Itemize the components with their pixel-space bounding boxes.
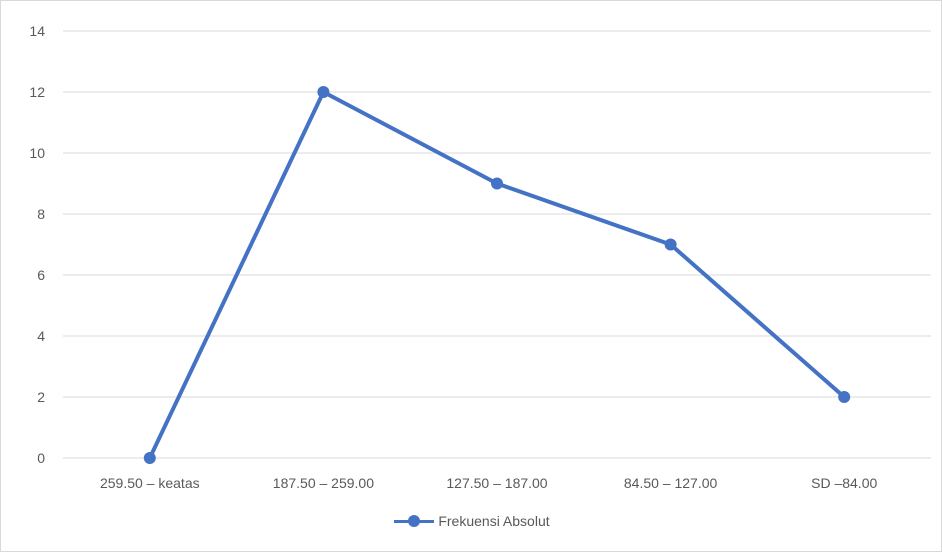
y-tick-label: 6 [37, 267, 45, 283]
x-tick-label: SD –84.00 [811, 475, 877, 491]
x-tick-label: 127.50 – 187.00 [446, 475, 547, 491]
legend-item: Frekuensi Absolut [394, 513, 550, 529]
y-tick-label: 0 [37, 450, 45, 466]
gridlines [63, 30, 931, 459]
y-tick-label: 8 [37, 206, 45, 222]
legend-line-marker-icon [394, 515, 435, 527]
x-tick-label: 259.50 – keatas [100, 475, 200, 491]
y-tick-label: 12 [29, 84, 45, 100]
data-point [143, 452, 156, 464]
legend-label: Frekuensi Absolut [438, 513, 550, 529]
y-tick-label: 4 [37, 328, 45, 344]
y-tick-label: 2 [37, 389, 45, 405]
y-tick-label: 10 [29, 145, 45, 161]
y-axis-tick-labels: 0 2 4 6 8 10 12 14 [29, 23, 45, 466]
data-point [317, 86, 330, 98]
data-point [664, 238, 677, 251]
x-tick-label: 84.50 – 127.00 [624, 475, 718, 491]
data-point [838, 391, 851, 403]
legend-dot [408, 515, 421, 527]
legend: Frekuensi Absolut [1, 513, 942, 530]
y-tick-label: 14 [29, 23, 45, 39]
data-point [491, 177, 503, 190]
x-tick-label: 187.50 – 259.00 [273, 475, 374, 491]
series-layer [143, 86, 851, 464]
x-axis-tick-labels: 259.50 – keatas 187.50 – 259.00 127.50 – 1… [100, 475, 878, 491]
